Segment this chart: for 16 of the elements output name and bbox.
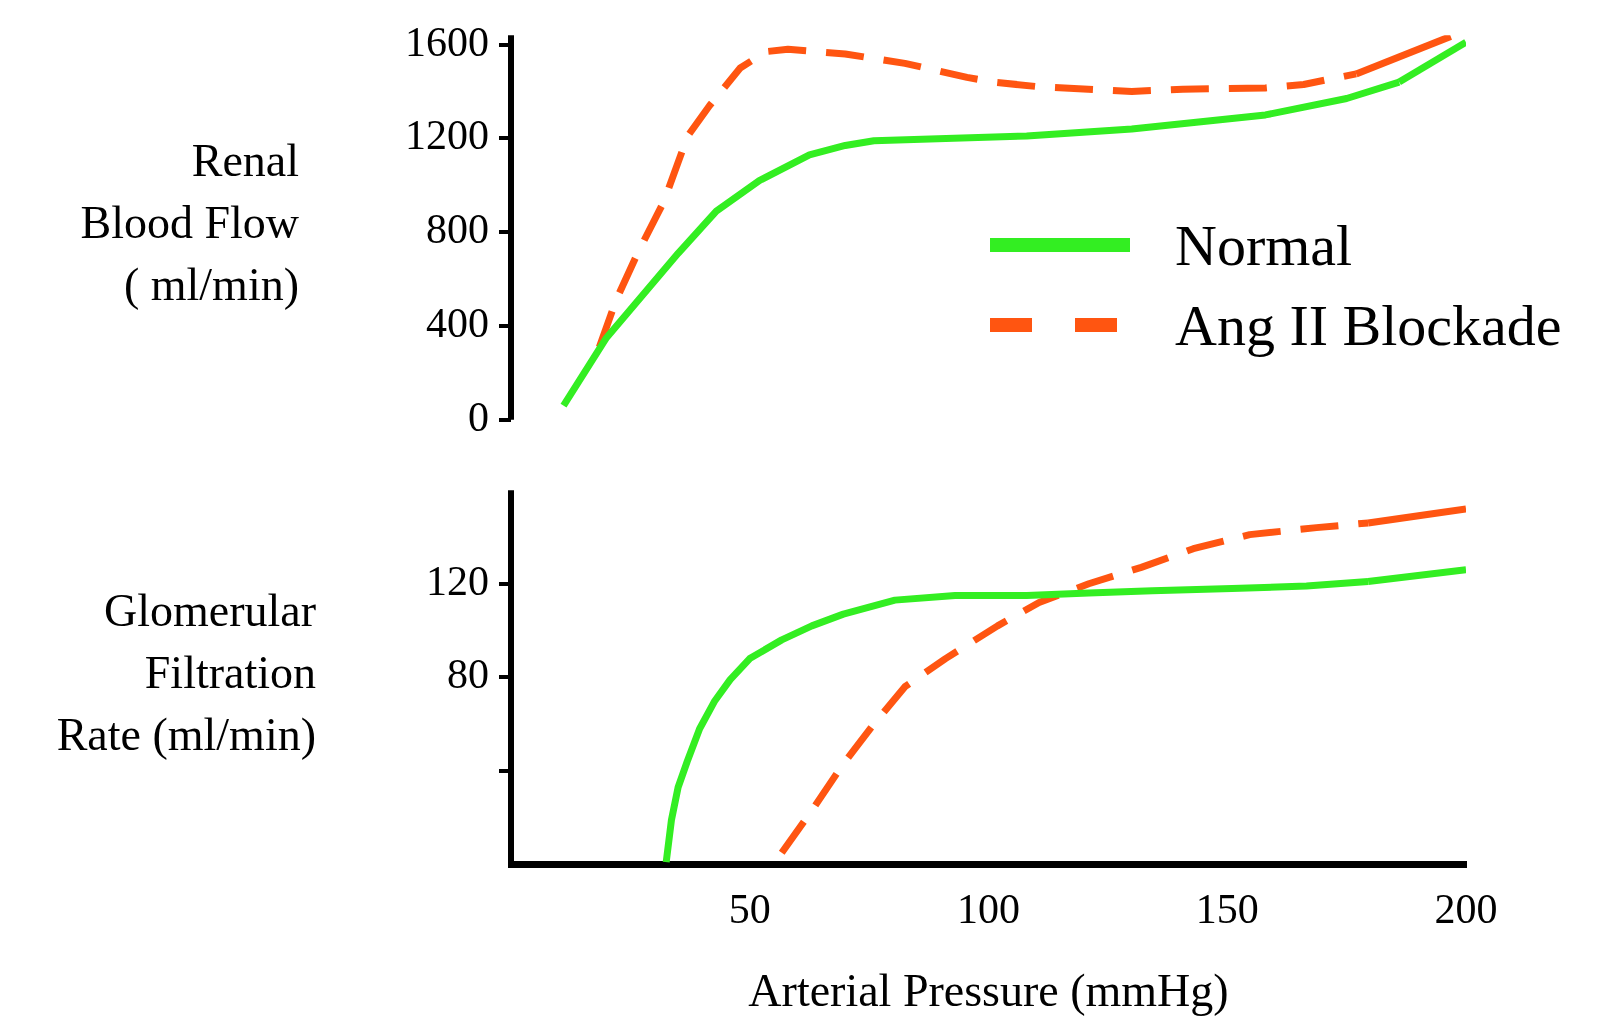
y-tick-label: 800 [426, 206, 489, 253]
y-axis-title: Glomerular Filtration Rate (ml/min) [56, 584, 316, 762]
y-tick-label: 120 [426, 557, 489, 604]
y-tick-label: 400 [426, 300, 489, 347]
y-tick-label: 1200 [405, 112, 489, 159]
x-tick-label: 100 [957, 885, 1020, 932]
x-axis-title: Arterial Pressure (mmHg) [748, 965, 1229, 1017]
y-axis-title: Renal Blood Flow ( ml/min) [80, 134, 299, 312]
x-tick-label: 200 [1434, 885, 1498, 932]
x-tick-label: 150 [1195, 885, 1259, 932]
y-tick-label: 0 [468, 393, 489, 440]
y-tick-label: 80 [447, 651, 489, 698]
legend-label: Normal [1175, 211, 1353, 279]
legend-label: Ang II Blockade [1175, 291, 1562, 359]
x-tick-label: 50 [728, 885, 771, 932]
y-tick-label: 1600 [405, 18, 489, 65]
